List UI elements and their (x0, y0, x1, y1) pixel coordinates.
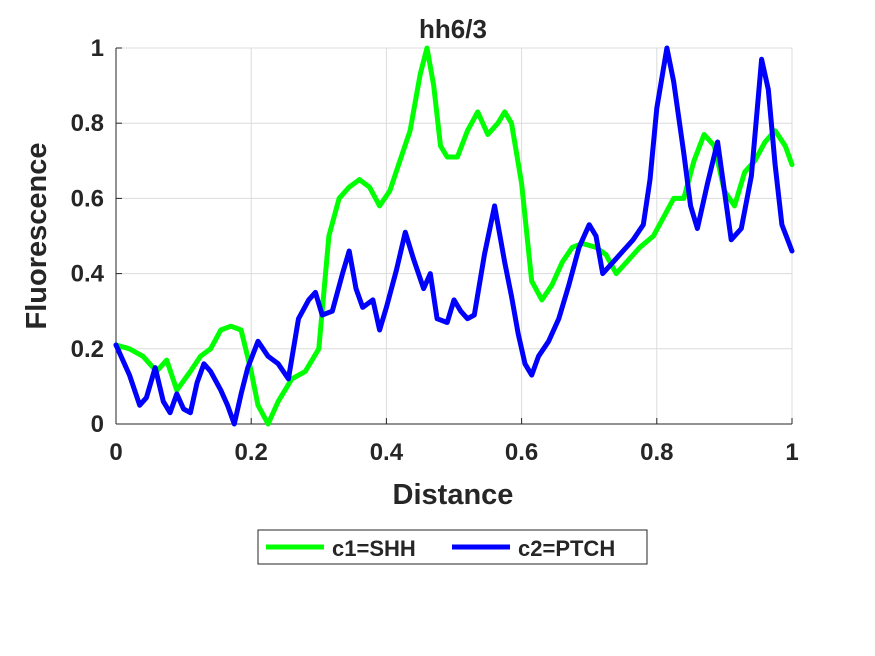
axes (115, 47, 793, 425)
series-line-0 (113, 45, 795, 427)
y-tick-label-5: 1 (91, 35, 104, 62)
y-tick-label-0: 0 (91, 411, 104, 438)
legend-label-c2: c2=PTCH (518, 536, 615, 561)
x-tick-label-2: 0.4 (370, 439, 404, 466)
x-tick-label-3: 0.6 (505, 439, 538, 466)
legend: c1=SHH c2=PTCH (257, 529, 648, 565)
x-axis-label: Distance (393, 479, 514, 511)
y-axis-label: Fluorescence (21, 143, 53, 330)
plot-lines (113, 45, 795, 427)
x-tick-label-4: 0.8 (640, 439, 673, 466)
legend-label-c1: c1=SHH (332, 536, 416, 561)
x-tick-label-1: 0.2 (235, 439, 268, 466)
series-line-1 (113, 45, 795, 427)
chart-title: hh6/3 (419, 14, 487, 44)
y-tick-label-4: 0.8 (71, 110, 104, 137)
grid (115, 47, 793, 425)
x-tick-label-5: 1 (785, 439, 798, 466)
y-tick-label-3: 0.6 (71, 185, 104, 212)
x-tick-label-0: 0 (109, 439, 122, 466)
plot-area (116, 48, 792, 424)
tick-labels: 0 0.2 0.4 0.6 0.8 1 0 0.2 0.4 0.6 0.8 1 (71, 35, 799, 466)
y-tick-label-1: 0.2 (71, 336, 104, 363)
y-tick-label-2: 0.4 (71, 261, 105, 288)
